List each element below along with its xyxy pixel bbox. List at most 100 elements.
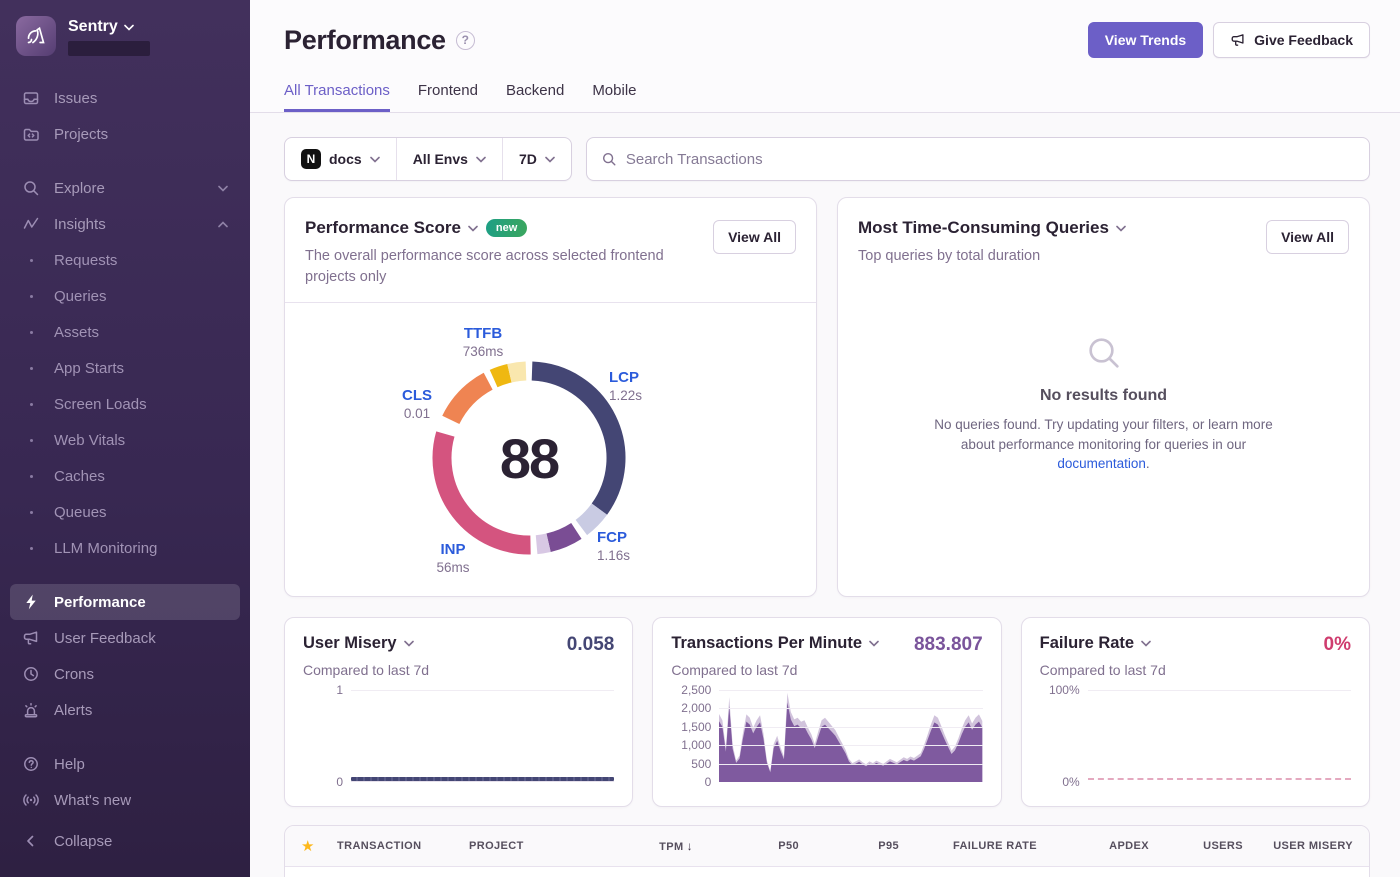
environment-filter[interactable]: All Envs bbox=[395, 138, 502, 180]
clock-icon bbox=[22, 665, 40, 683]
sidebar-item-issues[interactable]: Issues bbox=[10, 80, 240, 116]
sidebar-item-label: Collapse bbox=[54, 832, 113, 850]
vital-label[interactable]: LCP bbox=[609, 369, 639, 387]
chevron-down-icon bbox=[1116, 225, 1126, 232]
card-subtitle: Top queries by total duration bbox=[858, 248, 1041, 264]
sidebar-item-projects[interactable]: Projects bbox=[10, 116, 240, 152]
vital-label[interactable]: CLS bbox=[402, 387, 432, 405]
sidebar-item-whats-new[interactable]: What's new bbox=[10, 782, 240, 818]
performance-score-view-all-button[interactable]: View All bbox=[713, 220, 796, 254]
view-trends-button[interactable]: View Trends bbox=[1087, 22, 1204, 58]
column-project[interactable]: PROJECT bbox=[469, 840, 524, 852]
vital-value: 736ms bbox=[462, 344, 504, 360]
column-tpm[interactable]: TPM ↓ bbox=[659, 839, 693, 853]
chevron-down-icon bbox=[403, 640, 414, 647]
sidebar-item-user-feedback[interactable]: User Feedback bbox=[10, 620, 240, 656]
column-user-misery[interactable]: USER MISERY bbox=[1273, 840, 1353, 852]
search-transactions-input[interactable] bbox=[625, 150, 1355, 168]
failure-rate-series-line bbox=[1087, 778, 1351, 780]
column-failure-rate[interactable]: FAILURE RATE bbox=[952, 840, 1037, 852]
give-feedback-label: Give Feedback bbox=[1254, 32, 1353, 48]
filter-bar: N docs All Envs 7D bbox=[284, 137, 1370, 181]
sidebar-item-help[interactable]: Help bbox=[10, 746, 240, 782]
failure-rate-title-dropdown[interactable]: Failure Rate bbox=[1040, 634, 1151, 653]
chevron-down-icon bbox=[468, 225, 478, 232]
org-subtitle-redacted bbox=[68, 41, 150, 56]
bullet-icon bbox=[22, 403, 40, 406]
tab-all-transactions[interactable]: All Transactions bbox=[284, 82, 390, 112]
star-icon[interactable]: ★ bbox=[301, 837, 315, 855]
performance-score-title-dropdown[interactable]: Performance Score bbox=[305, 218, 478, 238]
y-axis-ticks: 2,500 2,000 1,500 1,000 500 0 bbox=[681, 683, 712, 789]
sidebar-item-alerts[interactable]: Alerts bbox=[10, 692, 240, 728]
queries-title-dropdown[interactable]: Most Time-Consuming Queries bbox=[858, 218, 1126, 238]
sidebar-item-web-vitals[interactable]: Web Vitals bbox=[10, 422, 240, 458]
chevron-up-icon bbox=[218, 220, 228, 228]
org-switcher[interactable]: Sentry bbox=[10, 14, 240, 66]
bullet-icon bbox=[22, 439, 40, 442]
sidebar-item-app-starts[interactable]: App Starts bbox=[10, 350, 240, 386]
user-misery-title-dropdown[interactable]: User Misery bbox=[303, 634, 414, 653]
tpm-chart: 2,500 2,000 1,500 1,000 500 0 bbox=[671, 683, 983, 789]
search-icon bbox=[602, 152, 616, 166]
sidebar-nav: Issues Projects Explore Insights Request… bbox=[10, 80, 240, 818]
column-users[interactable]: USERS bbox=[1203, 840, 1243, 852]
chevron-down-icon bbox=[123, 24, 134, 31]
column-p95[interactable]: P95 bbox=[878, 840, 899, 852]
web-vitals-ring: 88 TTFB 736ms LCP 1.22s CLS 0.01 bbox=[285, 303, 816, 595]
card-title-label: Most Time-Consuming Queries bbox=[858, 218, 1109, 237]
column-transaction[interactable]: TRANSACTION bbox=[337, 840, 422, 852]
vital-value: 56ms bbox=[436, 560, 470, 576]
performance-score-card: Performance Score new The overall perfor… bbox=[284, 197, 817, 597]
page-title: Performance bbox=[284, 24, 446, 55]
org-name-label: Sentry bbox=[68, 18, 118, 35]
sidebar-item-crons[interactable]: Crons bbox=[10, 656, 240, 692]
folder-code-icon bbox=[22, 125, 40, 143]
sidebar-item-performance[interactable]: Performance bbox=[10, 584, 240, 620]
date-range-value: 7D bbox=[518, 151, 537, 167]
sidebar-item-insights[interactable]: Insights bbox=[10, 206, 240, 242]
sidebar-item-queues[interactable]: Queues bbox=[10, 494, 240, 530]
vital-label[interactable]: TTFB bbox=[463, 325, 503, 343]
project-filter[interactable]: N docs bbox=[285, 138, 396, 180]
sidebar-item-llm-monitoring[interactable]: LLM Monitoring bbox=[10, 530, 240, 566]
give-feedback-button[interactable]: Give Feedback bbox=[1213, 22, 1370, 58]
sidebar-item-label: Projects bbox=[54, 125, 109, 143]
chart-plot-area bbox=[719, 690, 983, 782]
tab-mobile[interactable]: Mobile bbox=[592, 82, 637, 99]
page-help-icon[interactable]: ? bbox=[455, 30, 475, 50]
sentry-logo[interactable] bbox=[16, 16, 56, 56]
date-range-filter[interactable]: 7D bbox=[501, 138, 571, 180]
search-transactions-box[interactable] bbox=[585, 137, 1370, 181]
lightning-icon bbox=[22, 593, 40, 611]
tab-frontend[interactable]: Frontend bbox=[417, 82, 478, 99]
main-content: Performance ? View Trends Give Feedback … bbox=[250, 0, 1400, 877]
chevron-down-icon bbox=[545, 156, 555, 163]
queries-view-all-button[interactable]: View All bbox=[1266, 220, 1349, 254]
sidebar-item-explore[interactable]: Explore bbox=[10, 170, 240, 206]
sidebar-item-requests[interactable]: Requests bbox=[10, 242, 240, 278]
column-p50[interactable]: P50 bbox=[778, 840, 799, 852]
org-name[interactable]: Sentry bbox=[68, 18, 150, 36]
vital-value: 0.01 bbox=[403, 406, 431, 422]
sidebar-item-queries[interactable]: Queries bbox=[10, 278, 240, 314]
column-apdex[interactable]: APDEX bbox=[1109, 840, 1149, 852]
documentation-link[interactable]: documentation bbox=[1057, 456, 1146, 472]
vital-label[interactable]: FCP bbox=[597, 529, 627, 547]
sidebar-item-label: App Starts bbox=[54, 359, 125, 377]
tab-backend[interactable]: Backend bbox=[505, 82, 565, 99]
sidebar-item-label: Web Vitals bbox=[54, 431, 126, 449]
vital-label[interactable]: INP bbox=[440, 541, 466, 559]
sentry-logo-icon bbox=[27, 26, 45, 44]
sidebar-item-screen-loads[interactable]: Screen Loads bbox=[10, 386, 240, 422]
y-axis-ticks: 100% 0% bbox=[1048, 683, 1080, 789]
tpm-title-dropdown[interactable]: Transactions Per Minute bbox=[671, 634, 879, 653]
sidebar-item-caches[interactable]: Caches bbox=[10, 458, 240, 494]
comparison-label: Compared to last 7d bbox=[303, 662, 430, 678]
vital-lcp: LCP 1.22s bbox=[609, 369, 642, 403]
sidebar-collapse-button[interactable]: Collapse bbox=[10, 823, 240, 859]
sort-desc-icon: ↓ bbox=[686, 839, 693, 853]
sidebar-item-assets[interactable]: Assets bbox=[10, 314, 240, 350]
